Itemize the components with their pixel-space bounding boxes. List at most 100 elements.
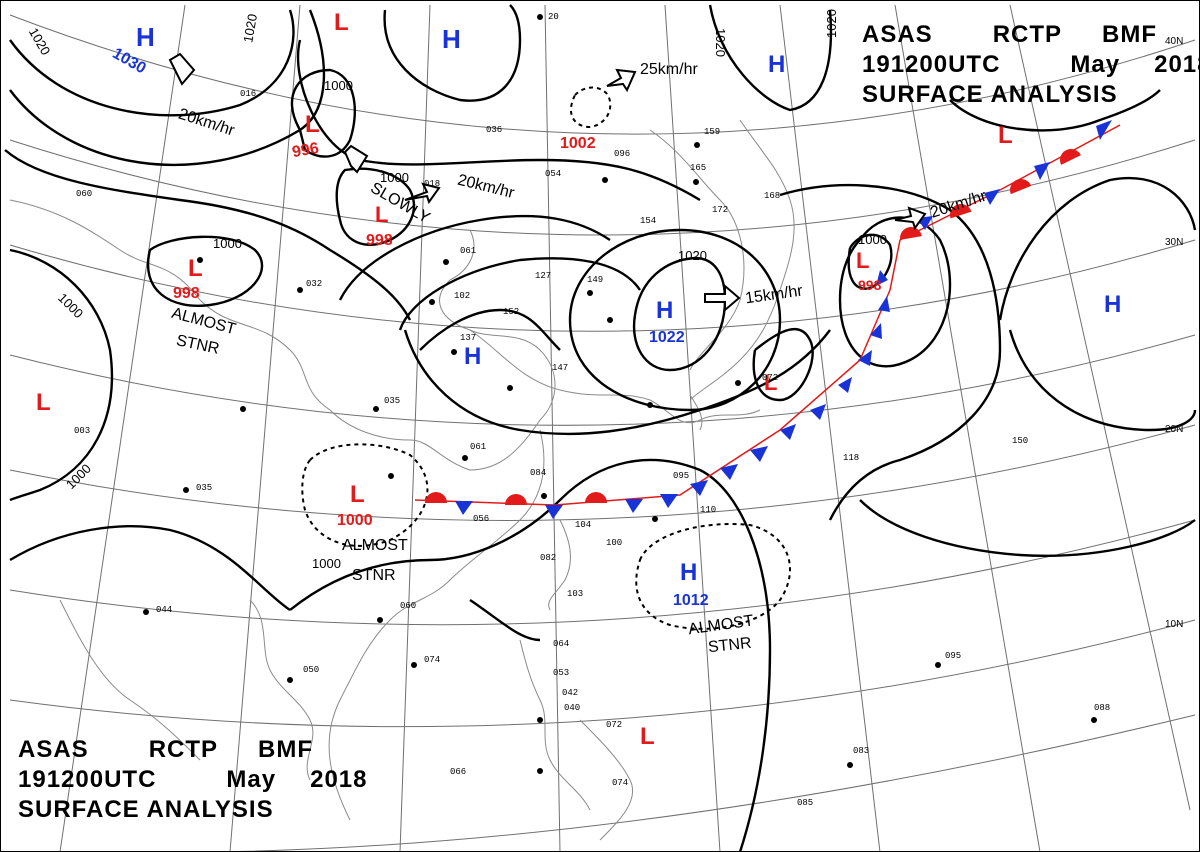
station-value: 165	[690, 163, 706, 173]
map-title-top: ASAS RCTP BMF 191200UTC May 2018 SURFACE ANA…	[862, 20, 1200, 110]
latitude-label: 40N	[1165, 36, 1183, 47]
low-center: L	[856, 248, 869, 273]
motion-arrows	[168, 52, 927, 313]
station-value: 095	[945, 651, 961, 661]
stationary-label: STNR	[707, 635, 752, 656]
low-center-value: 998	[366, 232, 393, 249]
month-label: May	[226, 766, 277, 793]
station-value: 150	[1012, 436, 1028, 446]
low-center-value: 996	[291, 140, 320, 161]
station-value: 035	[384, 396, 400, 406]
high-center: H	[1104, 291, 1121, 318]
high-center: H	[442, 24, 461, 54]
station-value: 102	[454, 291, 470, 301]
office-label: BMF	[258, 736, 314, 763]
station-value: 172	[712, 205, 728, 215]
station-value: 152	[503, 307, 519, 317]
station-value: 103	[567, 589, 583, 599]
low-center-value: 998	[173, 285, 200, 302]
low-center: L	[334, 9, 349, 36]
station-value: 066	[450, 767, 466, 777]
station-value: 096	[614, 149, 630, 159]
station-value: 137	[460, 333, 476, 343]
low-center-value: 998	[858, 277, 882, 293]
low-center: L	[764, 370, 777, 395]
station-value: 040	[564, 703, 580, 713]
station-value: 20	[548, 12, 559, 22]
low-center: L	[350, 481, 365, 508]
station-value: 085	[797, 798, 813, 808]
station-value: 168	[764, 191, 780, 201]
high-center: H	[680, 559, 697, 586]
isobar-label: 1020	[240, 13, 260, 44]
station-value: 072	[606, 720, 622, 730]
low-center: L	[36, 389, 51, 416]
station-value: 100	[606, 538, 622, 548]
year-label: 2018	[310, 766, 368, 793]
station-markers	[143, 14, 1097, 774]
year-label: 2018	[1154, 51, 1200, 78]
isobar-label: 1000	[380, 170, 409, 185]
motion-speed-label: 25km/hr	[640, 61, 698, 78]
isobar-label: 1000	[213, 236, 242, 251]
station-value: 032	[306, 279, 322, 289]
station-value: 060	[400, 601, 416, 611]
latitude-label: 30N	[1165, 237, 1183, 248]
high-center: H	[768, 51, 785, 78]
stationary-label: ALMOST	[342, 537, 408, 554]
station-label: RCTP	[992, 21, 1063, 48]
isobar-label: 1000	[324, 78, 353, 93]
station-value: 061	[470, 442, 486, 452]
station-value: 050	[303, 665, 319, 675]
pressure-centers: H 1030 L H H L 996 L 998 1002 L 998 H H …	[36, 9, 1121, 750]
station-value: 083	[853, 746, 869, 756]
station-value: 118	[843, 453, 859, 463]
low-center: L	[188, 255, 203, 282]
station-value: 154	[640, 216, 656, 226]
station-value: 036	[486, 125, 502, 135]
low-center-value: 1002	[560, 135, 596, 152]
high-center: H	[136, 22, 155, 52]
station-value: 035	[196, 483, 212, 493]
low-center: L	[375, 202, 388, 227]
valid-time: 191200UTC	[18, 766, 157, 793]
product-label: SURFACE ANALYSIS	[862, 81, 1118, 108]
station-value: 074	[612, 778, 628, 788]
station-value: 110	[700, 505, 716, 515]
station-value: 018	[424, 179, 440, 189]
station-value: 060	[76, 189, 92, 199]
station-value: 074	[424, 655, 440, 665]
station-value: 149	[587, 275, 603, 285]
station-value: 044	[156, 605, 172, 615]
station-label: RCTP	[148, 736, 219, 763]
high-center-value: 1022	[649, 329, 685, 346]
station-value: 088	[1094, 703, 1110, 713]
station-value: 003	[74, 426, 90, 436]
isobar-label: 1020	[713, 28, 728, 57]
low-center: L	[640, 723, 655, 750]
station-value: 054	[545, 169, 561, 179]
station-value: 147	[552, 363, 568, 373]
stationary-label: STNR	[352, 567, 396, 584]
month-label: May	[1070, 51, 1121, 78]
station-value: 127	[535, 271, 551, 281]
valid-time: 191200UTC	[862, 51, 1001, 78]
station-value: 082	[540, 553, 556, 563]
stationary-front	[414, 120, 1121, 519]
high-center: H	[464, 343, 481, 370]
product-label: SURFACE ANALYSIS	[18, 796, 274, 823]
station-value: 053	[553, 668, 569, 678]
station-value: 016	[240, 89, 256, 99]
station-value: 084	[530, 468, 546, 478]
low-center: L	[998, 122, 1013, 149]
latitude-labels: 40N 30N 20N 10N	[1165, 36, 1183, 630]
high-center: H	[656, 297, 673, 324]
latitude-label: 10N	[1165, 619, 1183, 630]
station-value: 064	[553, 639, 569, 649]
isobar-label: 1000	[312, 556, 341, 571]
low-center-value: 1000	[337, 512, 373, 529]
map-title-bottom: ASAS RCTP BMF 191200UTC May 2018 SURFACE ANA…	[18, 735, 368, 825]
station-value: 061	[460, 246, 476, 256]
